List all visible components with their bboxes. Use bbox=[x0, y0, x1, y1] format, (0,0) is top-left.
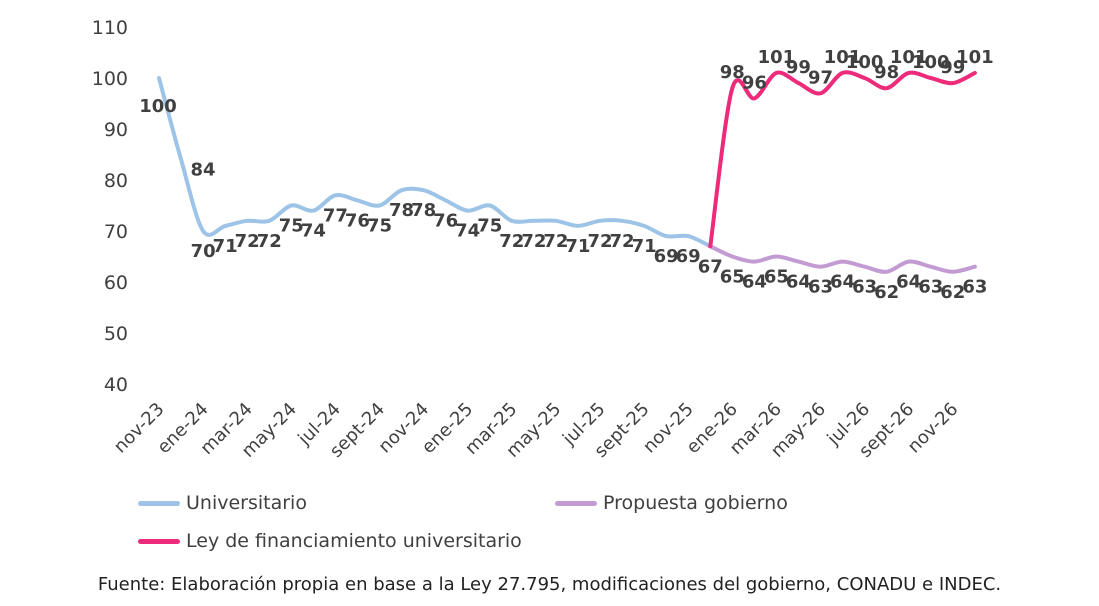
data-label-propuesta-gobierno: 63 bbox=[808, 277, 833, 298]
data-label-propuesta-gobierno: 64 bbox=[830, 272, 855, 293]
data-label-universitario: 71 bbox=[565, 236, 590, 257]
data-label-ley-financiamiento: 101 bbox=[890, 47, 928, 68]
data-label-ley-financiamiento: 99 bbox=[786, 57, 811, 78]
y-tick-label: 100 bbox=[92, 68, 128, 90]
data-label-universitario: 78 bbox=[411, 200, 436, 221]
legend-item-universitario: Universitario bbox=[138, 492, 307, 514]
data-label-universitario: 75 bbox=[279, 216, 304, 237]
data-label-universitario: 69 bbox=[676, 246, 701, 267]
data-label-universitario: 76 bbox=[433, 210, 458, 231]
chart-lines bbox=[157, 70, 977, 274]
data-label-propuesta-gobierno: 64 bbox=[896, 272, 921, 293]
data-label-universitario: 75 bbox=[367, 216, 392, 237]
y-tick-label: 50 bbox=[104, 323, 128, 345]
data-label-universitario: 75 bbox=[477, 216, 502, 237]
y-axis: 40 50 60 70 80 90 100 110 bbox=[92, 17, 128, 396]
data-label-propuesta-gobierno: 63 bbox=[962, 277, 987, 298]
data-label-universitario: 72 bbox=[235, 231, 260, 252]
data-label-universitario: 72 bbox=[610, 231, 635, 252]
data-label-ley-financiamiento: 96 bbox=[742, 72, 767, 93]
legend-swatch-universitario bbox=[138, 500, 180, 506]
data-label-universitario: 69 bbox=[654, 246, 679, 267]
data-label-universitario: 100 bbox=[139, 96, 177, 117]
x-tick-label: nov-26 bbox=[904, 399, 963, 458]
data-label-universitario: 72 bbox=[257, 231, 282, 252]
y-tick-label: 70 bbox=[104, 221, 128, 243]
data-label-universitario: 71 bbox=[632, 236, 657, 257]
data-label-universitario: 72 bbox=[587, 231, 612, 252]
y-tick-label: 80 bbox=[104, 170, 128, 192]
data-label-propuesta-gobierno: 63 bbox=[852, 277, 877, 298]
data-label-universitario: 76 bbox=[345, 210, 370, 231]
data-label-propuesta-gobierno: 67 bbox=[698, 256, 723, 277]
legend-item-propuesta-gobierno: Propuesta gobierno bbox=[555, 492, 788, 514]
data-label-propuesta-gobierno: 62 bbox=[874, 282, 899, 303]
y-tick-label: 90 bbox=[104, 119, 128, 141]
data-label-propuesta-gobierno: 63 bbox=[918, 277, 943, 298]
x-axis: nov-23ene-24mar-24may-24jul-24sept-24nov… bbox=[110, 399, 962, 462]
series-line-propuesta-gobierno bbox=[708, 244, 977, 274]
legend-label-propuesta-gobierno: Propuesta gobierno bbox=[603, 492, 788, 514]
data-label-ley-financiamiento: 100 bbox=[846, 52, 884, 73]
series-line-universitario bbox=[157, 76, 713, 249]
data-label-ley-financiamiento: 97 bbox=[808, 67, 833, 88]
legend-label-ley-financiamiento: Ley de financiamiento universitario bbox=[186, 530, 522, 552]
data-label-propuesta-gobierno: 64 bbox=[742, 272, 767, 293]
data-labels: 1008470717272757477767578787674757272727… bbox=[139, 47, 993, 303]
y-tick-label: 110 bbox=[92, 17, 128, 39]
data-label-propuesta-gobierno: 64 bbox=[786, 272, 811, 293]
data-label-ley-financiamiento: 101 bbox=[956, 47, 994, 68]
data-label-ley-financiamiento: 101 bbox=[758, 47, 796, 68]
data-label-universitario: 77 bbox=[323, 205, 348, 226]
y-tick-label: 40 bbox=[104, 374, 128, 396]
series-line-ley-financiamiento bbox=[708, 70, 977, 249]
data-label-universitario: 71 bbox=[213, 236, 238, 257]
data-label-universitario: 72 bbox=[543, 231, 568, 252]
legend-swatch-ley-financiamiento bbox=[138, 538, 180, 544]
data-label-universitario: 70 bbox=[191, 241, 216, 262]
data-label-ley-financiamiento: 100 bbox=[912, 52, 950, 73]
legend-item-ley-financiamiento: Ley de financiamiento universitario bbox=[138, 530, 522, 552]
data-label-universitario: 72 bbox=[521, 231, 546, 252]
data-label-propuesta-gobierno: 65 bbox=[720, 267, 745, 288]
data-label-ley-financiamiento: 101 bbox=[824, 47, 862, 68]
data-label-propuesta-gobierno: 62 bbox=[940, 282, 965, 303]
legend-swatch-propuesta-gobierno bbox=[555, 500, 597, 506]
data-label-universitario: 78 bbox=[389, 200, 414, 221]
data-label-universitario: 74 bbox=[301, 221, 326, 242]
data-label-universitario: 74 bbox=[455, 221, 480, 242]
data-label-universitario: 84 bbox=[191, 160, 216, 181]
data-label-ley-financiamiento: 98 bbox=[720, 62, 745, 83]
data-label-universitario: 72 bbox=[499, 231, 524, 252]
data-label-propuesta-gobierno: 65 bbox=[764, 267, 789, 288]
y-tick-label: 60 bbox=[104, 272, 128, 294]
data-label-ley-financiamiento: 98 bbox=[874, 62, 899, 83]
data-label-ley-financiamiento: 99 bbox=[940, 57, 965, 78]
source-note: Fuente: Elaboración propia en base a la … bbox=[97, 574, 1002, 595]
legend-label-universitario: Universitario bbox=[186, 492, 307, 514]
line-chart: 40 50 60 70 80 90 100 110 nov-23ene-24mar-24may… bbox=[92, 17, 994, 462]
